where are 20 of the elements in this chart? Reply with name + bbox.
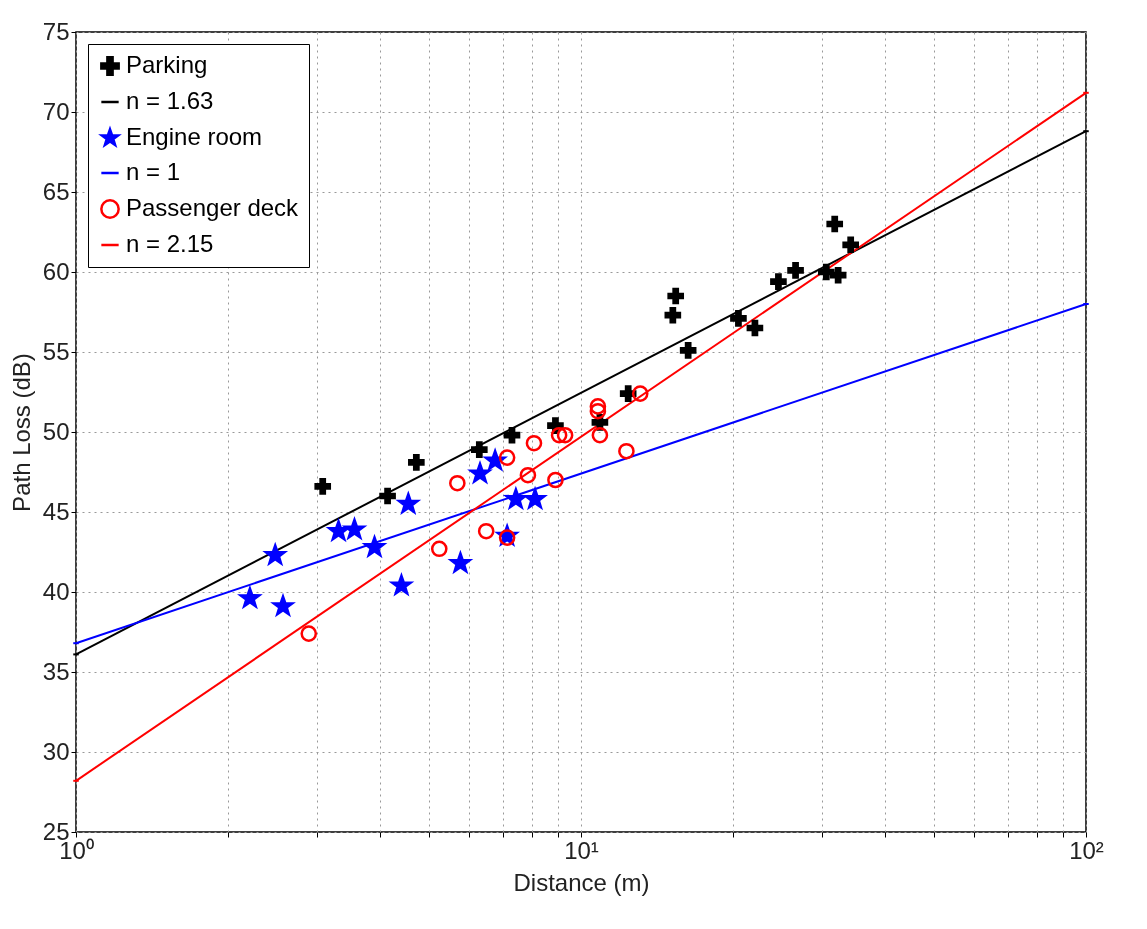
y-tick-label: 30: [42, 737, 70, 765]
x-axis-title: Distance (m): [513, 868, 650, 896]
y-tick-label: 40: [42, 577, 70, 605]
y-tick-label: 55: [42, 337, 70, 365]
legend-label: Passenger deck: [126, 194, 300, 221]
legend-label: Parking: [126, 51, 208, 78]
y-tick-label: 65: [42, 177, 70, 205]
y-tick-label: 60: [42, 257, 70, 285]
y-tick-label: 70: [42, 97, 70, 125]
y-axis-title: Path Loss (dB): [7, 353, 35, 512]
legend-label: Engine room: [126, 123, 263, 150]
x-tick-label: 10²: [1069, 836, 1104, 864]
y-tick-label: 75: [42, 17, 70, 45]
legend-label: n = 2.15: [126, 230, 214, 257]
legend-label: n = 1: [126, 158, 181, 185]
legend-label: n = 1.63: [126, 87, 214, 114]
y-tick-label: 50: [42, 417, 70, 445]
y-tick-label: 35: [42, 657, 70, 685]
x-tick-label: 10¹: [564, 836, 599, 864]
y-tick-label: 45: [42, 497, 70, 525]
